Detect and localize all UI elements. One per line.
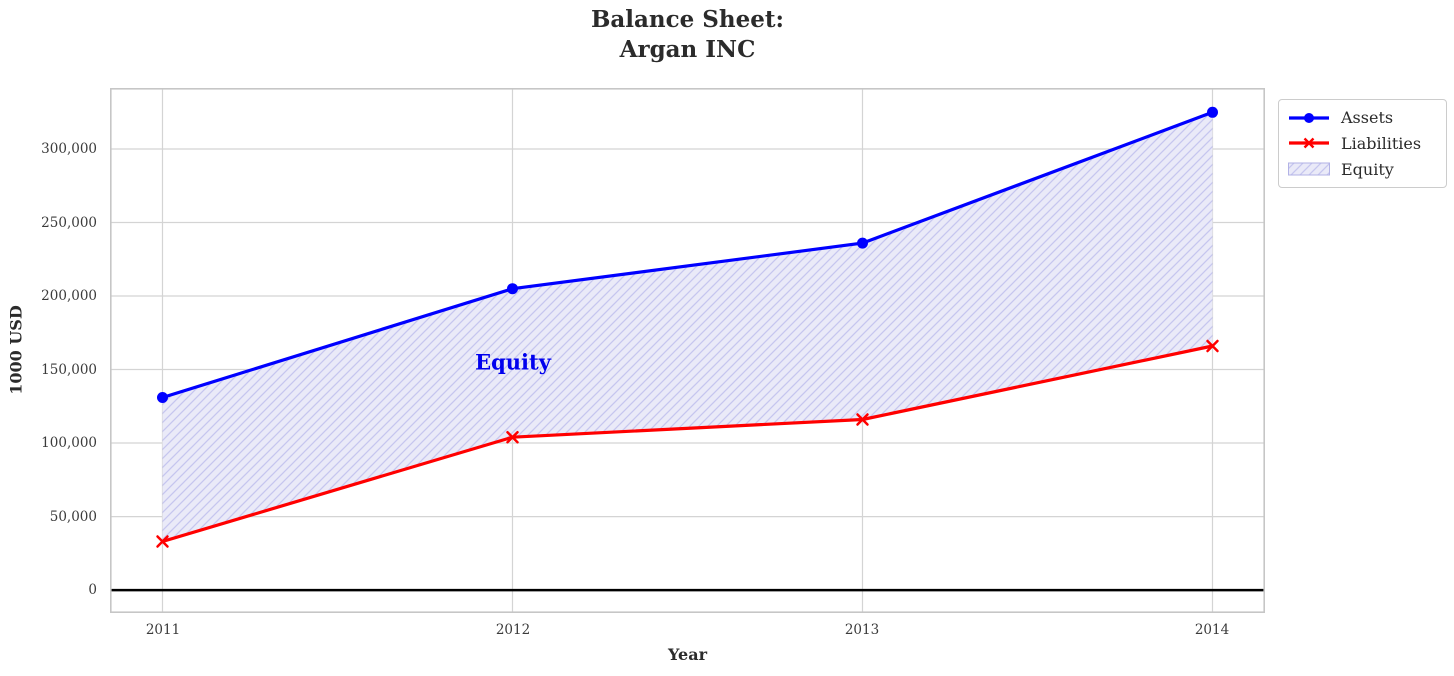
x-tick-label: 2013: [844, 622, 880, 638]
chart-title-line1: Balance Sheet:: [590, 6, 785, 33]
x-tick-label: 2011: [145, 622, 181, 638]
y-tick-label: 0: [88, 582, 97, 598]
legend: Assets Liabilities Equity: [1278, 99, 1447, 188]
x-tick-label: 2014: [1194, 622, 1230, 638]
y-tick-label: 50,000: [49, 509, 97, 525]
y-tick-label: 250,000: [41, 215, 97, 231]
chart-canvas: [110, 88, 1266, 614]
liabilities-line-marker-icon: [1289, 138, 1329, 149]
equity-hatch-swatch-icon: [1288, 162, 1330, 176]
y-axis-label: 1000 USD: [6, 305, 26, 395]
chart-title: Balance Sheet: Argan INC: [110, 5, 1265, 65]
plot-area: [110, 88, 1266, 614]
chart-title-line2: Argan INC: [619, 36, 756, 63]
x-axis-label: Year: [667, 645, 707, 664]
legend-item-equity: Equity: [1287, 160, 1438, 179]
x-tick-label: 2012: [495, 622, 531, 638]
y-tick-label: 300,000: [41, 141, 97, 157]
equity-area-annotation: Equity: [475, 349, 551, 375]
legend-item-liabilities: Liabilities: [1287, 134, 1438, 153]
legend-label-assets: Assets: [1341, 108, 1394, 128]
y-tick-label: 150,000: [41, 362, 97, 378]
y-tick-label: 100,000: [41, 435, 97, 451]
legend-label-equity: Equity: [1341, 159, 1394, 179]
assets-line-marker-icon: [1289, 112, 1329, 123]
y-tick-label: 200,000: [41, 288, 97, 304]
legend-item-assets: Assets: [1287, 108, 1438, 127]
legend-label-liabilities: Liabilities: [1341, 133, 1422, 153]
